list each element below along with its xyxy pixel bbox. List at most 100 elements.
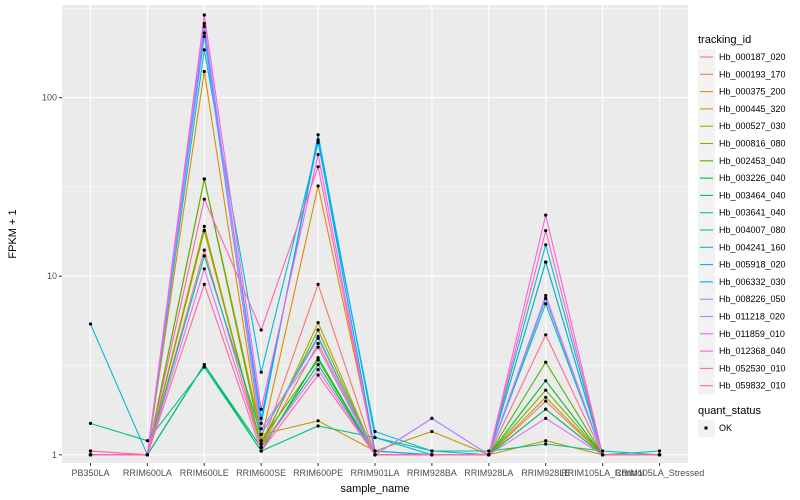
y-tick-label: 100 [42,93,57,103]
data-point [544,395,548,399]
legend-label: Hb_059832_010 [719,381,786,391]
data-point [316,368,320,372]
data-point [544,442,548,446]
data-point [259,445,263,449]
data-point [430,449,434,453]
data-point [316,138,320,142]
data-point [316,336,320,340]
data-point [202,267,206,271]
data-point [316,133,320,137]
data-point [259,427,263,431]
data-point [544,296,548,301]
data-point [544,260,548,264]
data-point [316,358,320,362]
data-point [202,31,206,35]
data-point [544,399,548,403]
data-point [259,421,263,425]
x-axis-title: sample_name [340,483,409,495]
data-point [88,453,93,457]
data-point [544,293,548,298]
legend-label: Hb_052530_010 [719,363,786,373]
data-point [544,302,548,306]
data-point [259,370,263,374]
legend-label: Hb_011859_010 [719,329,785,339]
legend-label: Hb_004007_080 [719,225,786,235]
data-point [316,341,320,346]
data-point [202,177,206,181]
data-point [202,69,206,74]
data-point [544,388,548,392]
data-point [316,141,320,145]
y-tick-label: 1 [52,450,57,460]
data-point [202,13,206,17]
data-point [316,363,320,367]
data-point [145,439,149,443]
legend-point-swatch [704,426,708,430]
data-point [316,282,320,286]
data-point [88,322,93,326]
y-tick-label: 10 [47,271,57,281]
data-point [202,229,206,233]
data-point [487,453,491,457]
legend-label: Hb_005918_020 [719,260,786,270]
data-point [601,453,605,457]
x-tick-label: RRIM901LA [350,468,399,478]
legend-label: Hb_003464_040 [719,190,786,200]
x-tick-label: RRIM105LA_Stressed [615,468,705,478]
data-point [259,432,263,437]
x-tick-label: RRIM928LE [521,468,570,478]
legend-label: Hb_004241_160 [719,242,786,252]
legend-label: Hb_000816_080 [719,139,786,149]
data-point [202,363,206,367]
legend-label: Hb_000193_170 [719,69,786,79]
grid-major [62,5,688,463]
y-axis-title: FPKM + 1 [7,209,19,258]
data-point [259,416,263,420]
data-point [316,373,320,377]
x-tick-label: RRIM105LA_Control [561,468,644,478]
legend-label: Hb_006332_030 [719,277,786,287]
x-tick-label: RRIM928LA [464,468,513,478]
legend-tracking: Hb_000187_020 Hb_000193_170 Hb_000375_200 H… [698,49,786,395]
data-point [430,429,434,434]
data-point [202,224,206,228]
data-point [316,345,320,349]
legend-title-quant: quant_status [698,405,761,417]
data-point [202,282,206,286]
data-point [544,243,548,247]
data-point [316,356,320,360]
data-point [316,328,320,332]
x-tick-label: RRIM600LA [123,468,172,478]
x-tick-label: RRIM928BA [407,468,457,478]
data-point [657,449,662,453]
data-point [202,248,206,252]
data-point [373,429,377,434]
data-point [316,424,320,428]
legend-label: Hb_000187_020 [719,52,786,62]
data-point [373,453,377,457]
data-point [373,449,377,453]
legend-label: Hb_000375_200 [719,87,786,97]
legend-label: Hb_003226_040 [719,173,786,183]
legend-title-tracking: tracking_id [698,34,751,46]
legend-label: Hb_008226_050 [719,294,786,304]
data-point [316,184,320,188]
data-point [316,321,320,325]
legend-label: Hb_002453_040 [719,156,786,166]
data-point [544,229,548,233]
legend-label: OK [719,423,732,433]
legend-label: Hb_000445_320 [719,104,786,114]
data-point [259,442,263,446]
x-axis: PB350LA RRIM600LA RRIM600LE RRIM600SE RRIM60… [71,463,704,478]
data-point [259,328,263,332]
data-point [316,152,320,157]
legend-label: Hb_012368_040 [719,346,786,356]
data-point [259,407,263,411]
legend-quant: OK [698,420,732,437]
data-point [259,439,263,443]
data-point [430,453,434,457]
data-point [487,449,491,453]
legend-label: Hb_000527_030 [719,121,786,131]
data-point [145,453,149,457]
